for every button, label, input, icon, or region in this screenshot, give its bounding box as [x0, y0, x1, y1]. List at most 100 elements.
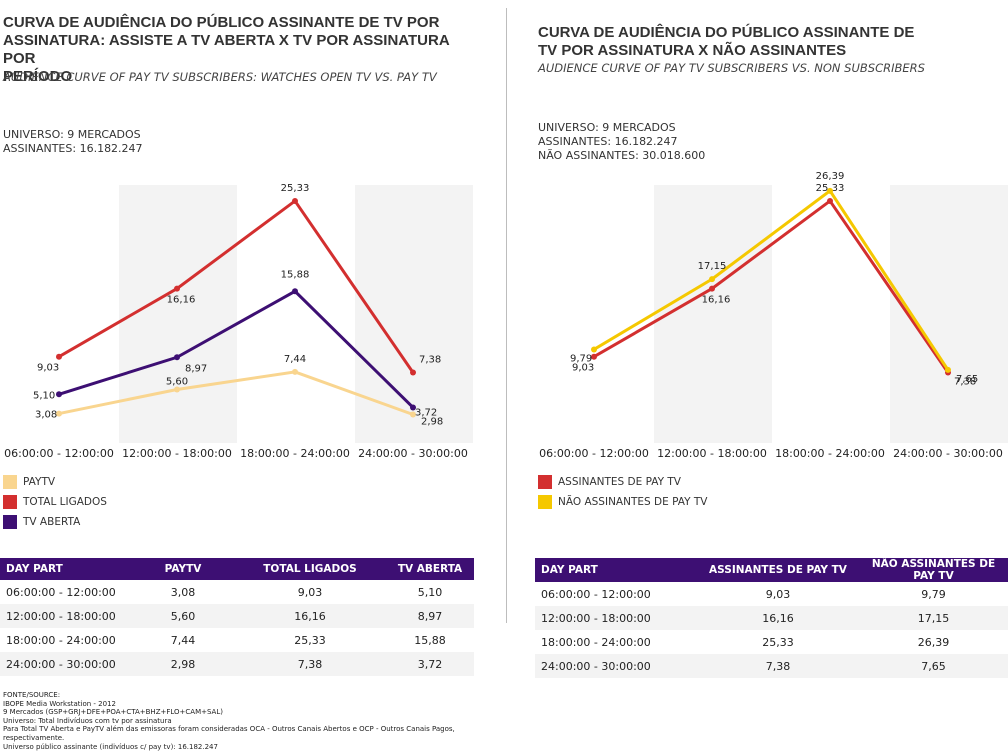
title-line: CURVA DE AUDIÊNCIA DO PÚBLICO ASSINANTE …: [3, 14, 440, 31]
data-label: 8,97: [185, 363, 207, 374]
data-label: 9,03: [572, 363, 594, 374]
chart-title: CURVA DE AUDIÊNCIA DO PÚBLICO ASSINANTE …: [3, 14, 480, 86]
legend-item-total-ligados: TOTAL LIGADOS: [3, 492, 107, 512]
table-row: 12:00:00 - 18:00:00 5,60 16,16 8,97: [0, 604, 474, 628]
table-cell: 5,60: [132, 604, 234, 628]
data-point: [591, 353, 597, 360]
x-tick-label: 06:00:00 - 12:00:00: [539, 447, 649, 460]
table-cell: 06:00:00 - 12:00:00: [541, 587, 651, 601]
data-label: 25,33: [281, 183, 310, 194]
chart-title: CURVA DE AUDIÊNCIA DO PÚBLICO ASSINANTE …: [538, 24, 914, 60]
data-table-right: DAY PART ASSINANTES DE PAY TV NÃO ASSINA…: [535, 558, 1008, 678]
table-cell: 26,39: [917, 635, 950, 649]
data-point: [410, 369, 416, 376]
data-point: [292, 288, 298, 295]
table-cell: 7,65: [859, 654, 1008, 678]
table-cell: 9,03: [765, 587, 791, 601]
table-cell: 15,88: [414, 633, 446, 647]
data-point: [827, 197, 833, 204]
table-cell: 8,97: [386, 604, 474, 628]
data-point: [174, 354, 180, 361]
series-line: [58, 289, 415, 409]
table-cell: 18:00:00 - 24:00:00: [6, 633, 116, 647]
data-label: 26,39: [816, 171, 845, 182]
table-cell: 2,98: [132, 652, 234, 676]
source-line: Universo público assinante (indivíduos c…: [3, 742, 218, 751]
table-cell: 25,33: [762, 635, 794, 649]
table-row: 18:00:00 - 24:00:00 25,33 26,39: [535, 630, 1008, 654]
universe-line: ASSINANTES: 16.182.247: [3, 142, 143, 155]
source-line: FONTE/SOURCE:: [3, 691, 61, 699]
table-cell: 24:00:00 - 30:00:00: [535, 654, 697, 678]
data-label: 3,08: [35, 410, 57, 421]
left-panel: CURVA DE AUDIÊNCIA DO PÚBLICO ASSINANTE …: [0, 0, 480, 752]
title-line: ASSINATURA: ASSISTE A TV ABERTA X TV POR…: [3, 32, 450, 67]
universe-line: UNIVERSO: 9 MERCADOS: [538, 121, 676, 134]
data-label: 7,38: [954, 376, 976, 387]
column-header: DAY PART: [535, 558, 697, 582]
column-header: PAYTV: [132, 558, 234, 580]
source-line: Universo: Total Indivíduos com tv por as…: [3, 716, 172, 725]
data-label: 17,15: [698, 261, 727, 272]
x-tick-label: 12:00:00 - 18:00:00: [122, 447, 232, 460]
data-table-left: DAY PART PAYTV TOTAL LIGADOS TV ABERTA 0…: [0, 558, 474, 676]
table-cell: 17,15: [859, 606, 1008, 630]
column-header: NÃO ASSINANTES DE PAY TV: [859, 558, 1008, 582]
legend-label: TOTAL LIGADOS: [23, 496, 107, 508]
data-point: [56, 353, 62, 360]
data-point: [292, 368, 298, 375]
x-tick-label: 12:00:00 - 18:00:00: [657, 447, 767, 460]
title-line: PERÍODO: [3, 68, 73, 85]
legend-label: TV ABERTA: [23, 516, 81, 528]
table-header-row: DAY PART PAYTV TOTAL LIGADOS TV ABERTA: [0, 558, 474, 580]
data-point: [709, 285, 715, 292]
data-point: [591, 346, 597, 353]
legend-item-paytv: PAYTV: [3, 472, 107, 492]
table-cell: 9,03: [297, 585, 323, 599]
table-row: 12:00:00 - 18:00:00 16,16 17,15: [535, 606, 1008, 630]
line-chart-right: 06:00:00 - 12:00:00 12:00:00 - 18:00:00 18…: [539, 171, 1008, 460]
legend-swatch: [3, 515, 17, 529]
series-line: [58, 198, 415, 374]
table-cell: 7,44: [170, 633, 196, 647]
table-cell: 25,33: [294, 633, 326, 647]
source-line: IBOPE Media Workstation - 2012: [3, 699, 116, 708]
data-point: [292, 197, 298, 204]
right-panel: CURVA DE AUDIÊNCIA DO PÚBLICO ASSINANTE …: [535, 0, 1008, 752]
x-tick-label: 24:00:00 - 30:00:00: [358, 447, 468, 460]
legend-item-assinantes: ASSINANTES DE PAY TV: [538, 472, 707, 492]
data-point: [410, 411, 416, 418]
data-label: 9,03: [37, 363, 59, 374]
title-line: TV POR ASSINATURA X NÃO ASSINANTES: [538, 42, 847, 59]
column-header: ASSINANTES DE PAY TV: [697, 558, 859, 582]
x-tick-label: 18:00:00 - 24:00:00: [775, 447, 885, 460]
legend-swatch: [3, 475, 17, 489]
legend-swatch: [538, 475, 552, 489]
legend-item-nao-assinantes: NÃO ASSINANTES DE PAY TV: [538, 492, 707, 512]
data-point: [174, 386, 180, 393]
chart-subtitle: AUDIENCE CURVE OF PAY TV SUBSCRIBERS VS.…: [538, 61, 925, 75]
table-row: 06:00:00 - 12:00:00 3,08 9,03 5,10: [0, 580, 474, 604]
data-label: 9,79: [570, 353, 592, 364]
table-row: 06:00:00 - 12:00:00 9,03 9,79: [535, 582, 1008, 606]
data-label: 7,44: [284, 354, 306, 365]
data-point: [827, 187, 833, 194]
data-point: [410, 404, 416, 411]
data-point: [709, 276, 715, 283]
source-line: 9 Mercados (GSP+GRJ+DFE+POA+CTA+BHZ+FLO+…: [3, 708, 223, 717]
data-label: 15,88: [281, 269, 310, 280]
series-line: [593, 188, 950, 371]
data-label: 16,16: [702, 295, 731, 306]
chart-legend: ASSINANTES DE PAY TV NÃO ASSINANTES DE P…: [538, 472, 707, 512]
series-line: [593, 198, 950, 374]
data-label: 3,72: [415, 407, 437, 418]
chart-band: [654, 185, 772, 443]
table-cell: 12:00:00 - 18:00:00: [0, 604, 132, 628]
table-cell: 12:00:00 - 18:00:00: [535, 606, 697, 630]
column-header: TV ABERTA: [386, 558, 474, 580]
series-line: [58, 370, 414, 416]
table-cell: 16,16: [697, 606, 859, 630]
legend-label: PAYTV: [23, 476, 56, 488]
chart-legend: PAYTV TOTAL LIGADOS TV ABERTA: [3, 472, 107, 532]
table-cell: 24:00:00 - 30:00:00: [0, 652, 132, 676]
